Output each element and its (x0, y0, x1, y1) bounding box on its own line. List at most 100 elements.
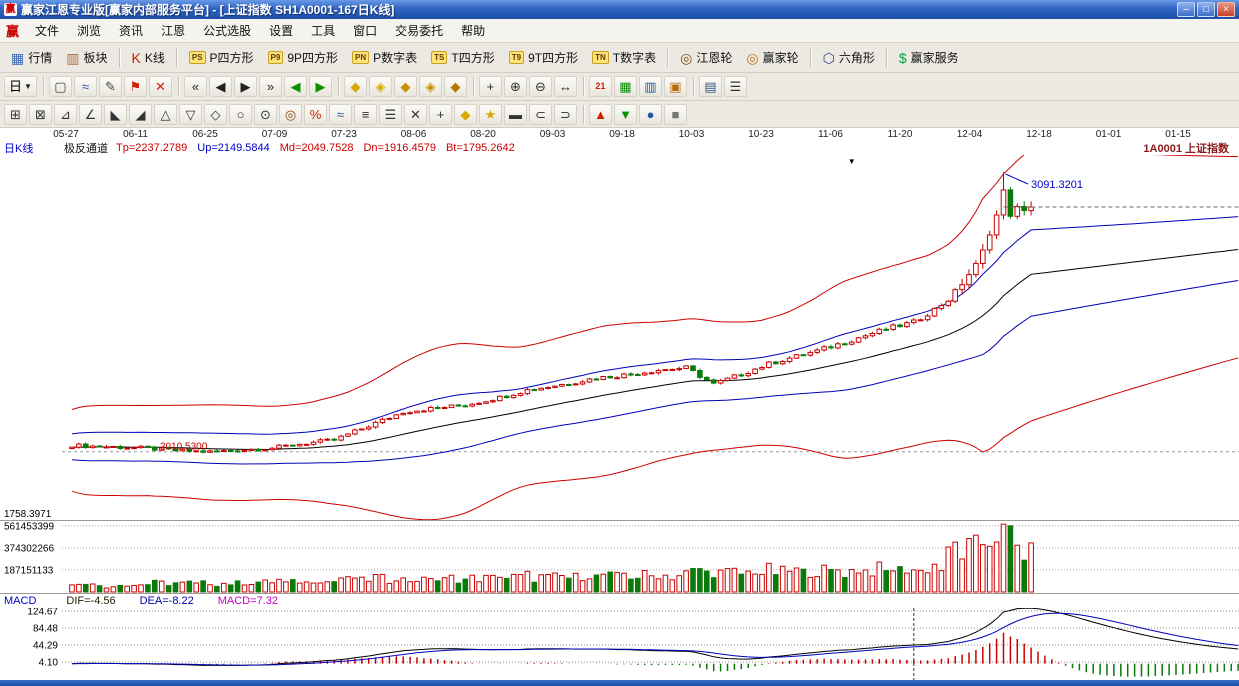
tool-golden-diamond-tool[interactable]: ◆ (454, 104, 477, 125)
menu-item-2[interactable]: 浏览 (68, 18, 110, 43)
tool-pan-tool[interactable]: ↔ (554, 76, 577, 97)
tool-next-page-button[interactable]: ▶ (309, 76, 332, 97)
tool-blue-grid-tool[interactable]: ▥ (639, 76, 662, 97)
close-button[interactable]: × (1217, 2, 1235, 17)
tool-gann-square-tool[interactable]: ⊞ (4, 104, 27, 125)
toolbar-winner-wheel[interactable]: ◎赢家轮 (739, 46, 805, 69)
winner-service-label: 赢家服务 (911, 49, 959, 66)
indicator-name[interactable]: 极反通道 (64, 140, 108, 156)
tool-wave-tool[interactable]: ≈ (74, 76, 97, 97)
minimize-button[interactable]: – (1177, 2, 1195, 17)
main-chart-pane[interactable]: 3091.32012010.53001758.3971▼ (0, 155, 1239, 520)
toolbar-hexagon[interactable]: ⬡六角形 (816, 46, 882, 69)
tool-zoom-in-tool[interactable]: ⊕ (504, 76, 527, 97)
toolbar-kline[interactable]: KK线 (125, 46, 172, 69)
tool-parallel-lines-tool[interactable]: ≡ (354, 104, 377, 125)
tool-gann-diamond-5[interactable]: ◆ (444, 76, 467, 97)
tool-arc-left-tool[interactable]: ⊂ (529, 104, 552, 125)
tool-select-rect-tool[interactable]: ▢ (49, 76, 72, 97)
toolbar-9p-square[interactable]: P99P四方形 (261, 46, 345, 69)
menu-item-10[interactable]: 帮助 (452, 18, 494, 43)
tool-angle-line-tool[interactable]: ∠ (79, 104, 102, 125)
tool-bar-ruler-tool[interactable]: ▬ (504, 104, 527, 125)
tool-star-mark-tool[interactable]: ★ (479, 104, 502, 125)
date-tick-06-25: 06-25 (192, 129, 218, 140)
date-tick-09-03: 09-03 (540, 129, 566, 140)
main-chart-canvas[interactable]: 3091.32012010.53001758.3971▼ (0, 155, 1239, 520)
tool-cross-line-tool[interactable]: + (429, 104, 452, 125)
tool-wave-line-tool[interactable]: ≈ (329, 104, 352, 125)
tool-first-bar-button[interactable]: « (184, 76, 207, 97)
toolbar-t-square[interactable]: TST四方形 (424, 46, 502, 69)
tool-flag-mark-tool[interactable]: ⚑ (124, 76, 147, 97)
tool-next-bar-button[interactable]: ▶ (234, 76, 257, 97)
erase-line-tool-icon: ✕ (410, 108, 421, 121)
toolbar-quotes[interactable]: ▦行情 (4, 46, 59, 69)
tool-gann-diamond-3[interactable]: ◆ (394, 76, 417, 97)
tool-prev-bar-button[interactable]: ◀ (209, 76, 232, 97)
macd-dea-line (72, 613, 1238, 665)
date-tick-01-01: 01-01 (1096, 129, 1122, 140)
macd-pane[interactable]: 124.6784.4844.294.10 (0, 608, 1239, 680)
tool-last-bar-button[interactable]: » (259, 76, 282, 97)
tool-green-grid-tool[interactable]: ▦ (614, 76, 637, 97)
toolbar-sectors[interactable]: ▥板块 (59, 46, 114, 69)
tool-fan-up-tool[interactable]: ◢ (129, 104, 152, 125)
toolbar-separator (667, 48, 669, 67)
tool-rhombus-tool[interactable]: ◇ (204, 104, 227, 125)
tool-buy-mark-tool[interactable]: ▲ (589, 104, 612, 125)
menu-item-8[interactable]: 窗口 (344, 18, 386, 43)
menu-item-9[interactable]: 交易委托 (386, 18, 452, 43)
tool-concentric-circles-tool[interactable]: ⊙ (254, 104, 277, 125)
macd-canvas[interactable]: 124.6784.4844.294.10 (0, 608, 1239, 680)
toolbar-gann-wheel[interactable]: ◎江恩轮 (673, 46, 739, 69)
tool-gann-diamond-2[interactable]: ◈ (369, 76, 392, 97)
tool-circle-tool[interactable]: ○ (229, 104, 252, 125)
tool-erase-line-tool[interactable]: ✕ (404, 104, 427, 125)
menu-item-1[interactable]: 文件 (26, 18, 68, 43)
tool-gann-diamond-4[interactable]: ◈ (419, 76, 442, 97)
tool-arc-right-tool[interactable]: ⊃ (554, 104, 577, 125)
toolbar-p-square[interactable]: PSP四方形 (182, 46, 261, 69)
tool-save-layout-tool[interactable]: ▤ (699, 76, 722, 97)
tool-orange-grid-tool[interactable]: ▣ (664, 76, 687, 97)
gann-angle-tool-icon: ⊿ (60, 108, 71, 121)
tool-info-mark-tool[interactable]: ● (639, 104, 662, 125)
tool-list-tool[interactable]: ☰ (724, 76, 747, 97)
tool-crosshair-tool[interactable]: + (479, 76, 502, 97)
volume-pane[interactable]: 561453399374302266187151133 (0, 520, 1239, 593)
macd-label[interactable]: MACD (4, 595, 36, 607)
tool-percent-line-tool[interactable]: % (304, 104, 327, 125)
quotes-label: 行情 (28, 49, 52, 66)
tool-time-wheel-tool[interactable]: ◎ (279, 104, 302, 125)
menu-item-3[interactable]: 资讯 (110, 18, 152, 43)
tool-pencil-tool[interactable]: ✎ (99, 76, 122, 97)
menu-item-6[interactable]: 设置 (260, 18, 302, 43)
tool-delete-draw-tool[interactable]: ✕ (149, 76, 172, 97)
toolbar-9t-square[interactable]: T99T四方形 (502, 46, 585, 69)
menu-item-4[interactable]: 江恩 (152, 18, 194, 43)
date-axis: 05-2706-1106-2507-0907-2308-0608-2009-03… (0, 128, 1239, 141)
tool-levels-tool[interactable]: ☰ (379, 104, 402, 125)
time-wheel-tool-icon: ◎ (285, 108, 296, 121)
tool-gann-diamond-1[interactable]: ◆ (344, 76, 367, 97)
maximize-button[interactable]: □ (1197, 2, 1215, 17)
tool-gann-box-tool[interactable]: ⊠ (29, 104, 52, 125)
volume-canvas[interactable]: 561453399374302266187151133 (0, 521, 1239, 594)
tool-triangle-tool[interactable]: △ (154, 104, 177, 125)
toolbar-p-number-table[interactable]: PNP数字表 (345, 46, 424, 69)
tool-gann-angle-tool[interactable]: ⊿ (54, 104, 77, 125)
tool-note-mark-tool[interactable]: ■ (664, 104, 687, 125)
menu-item-7[interactable]: 工具 (302, 18, 344, 43)
tool-prev-page-button[interactable]: ◀ (284, 76, 307, 97)
tool-zoom-out-tool[interactable]: ⊖ (529, 76, 552, 97)
period-selector-button[interactable]: 日▼ (4, 76, 37, 97)
tool-calendar-21-tool[interactable]: 21 (589, 76, 612, 97)
toolbar-winner-service[interactable]: $赢家服务 (892, 46, 966, 69)
tool-inverted-triangle-tool[interactable]: ▽ (179, 104, 202, 125)
toolbar-t-number-table[interactable]: TNT数字表 (585, 46, 663, 69)
tool-fan-down-tool[interactable]: ◣ (104, 104, 127, 125)
zoom-out-tool-icon: ⊖ (535, 80, 546, 93)
menu-item-5[interactable]: 公式选股 (194, 18, 260, 43)
tool-sell-mark-tool[interactable]: ▼ (614, 104, 637, 125)
